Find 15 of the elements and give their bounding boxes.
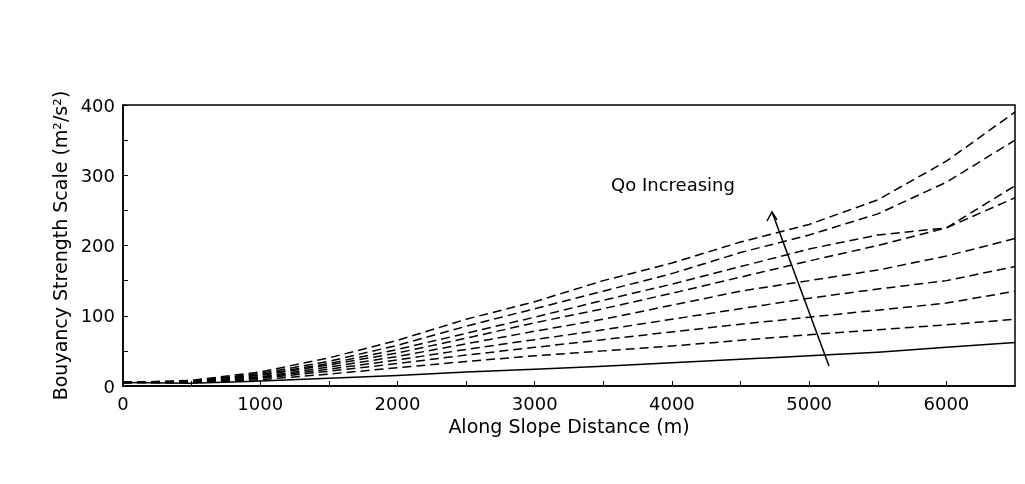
x-axis-title: Along Slope Distance (m) <box>448 415 690 438</box>
x-tick-label: 3000 <box>511 392 558 414</box>
y-tick-label: 100 <box>80 305 115 327</box>
annotation: Qo Increasing <box>611 173 735 195</box>
x-tick-label: 4000 <box>649 392 695 414</box>
x-tick-label: 5000 <box>786 392 833 414</box>
y-tick-label: 300 <box>80 164 115 186</box>
y-tick-label: 400 <box>80 94 115 116</box>
y-tick-label: 0 <box>103 375 115 397</box>
x-tick-label: 0 <box>117 392 129 414</box>
x-tick-label: 6000 <box>923 392 970 414</box>
x-tick-label: 1000 <box>237 392 284 414</box>
y-axis-title: Bouyancy Strength Scale (m²/s²) <box>49 90 72 401</box>
x-tick-label: 2000 <box>374 392 421 414</box>
y-tick-label: 200 <box>80 235 115 256</box>
